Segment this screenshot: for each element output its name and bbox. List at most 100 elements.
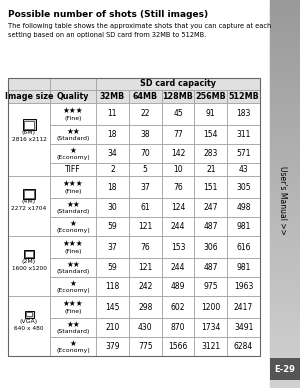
Bar	[227, 176, 260, 198]
Bar	[270, 167, 300, 168]
Text: 571: 571	[236, 149, 251, 158]
Text: 91: 91	[206, 109, 216, 118]
Bar	[270, 106, 300, 107]
Bar	[270, 134, 300, 135]
Bar	[227, 296, 260, 318]
Bar	[129, 318, 162, 337]
Bar	[270, 192, 300, 193]
Bar	[194, 163, 227, 176]
Bar	[227, 198, 260, 217]
Bar	[270, 314, 300, 315]
Text: 975: 975	[203, 282, 218, 291]
Bar	[270, 128, 300, 129]
Bar	[270, 23, 300, 24]
Bar	[270, 230, 300, 231]
Text: 306: 306	[203, 242, 218, 251]
Bar	[270, 234, 300, 235]
Bar	[270, 213, 300, 214]
Bar	[270, 9, 300, 10]
Text: (Economy): (Economy)	[56, 288, 90, 293]
Bar	[270, 343, 300, 344]
Text: 512MB: 512MB	[228, 92, 259, 101]
Text: 30: 30	[107, 203, 117, 212]
Bar	[270, 245, 300, 246]
Bar	[270, 5, 300, 6]
Bar	[270, 304, 300, 305]
Bar	[270, 90, 300, 91]
Bar	[270, 31, 300, 32]
Bar	[270, 61, 300, 62]
Bar	[270, 144, 300, 145]
Bar	[270, 77, 300, 78]
Bar	[270, 26, 300, 27]
Bar	[270, 286, 300, 287]
Text: 981: 981	[236, 222, 251, 231]
Bar	[162, 236, 194, 258]
Bar	[270, 319, 300, 320]
Bar	[270, 353, 300, 354]
Bar	[270, 186, 300, 187]
Text: (Standard): (Standard)	[56, 136, 90, 141]
Bar	[270, 339, 300, 340]
Bar	[270, 76, 300, 77]
Bar	[162, 277, 194, 296]
Bar	[270, 272, 300, 273]
Text: 244: 244	[171, 263, 185, 272]
Text: 18: 18	[108, 182, 117, 192]
Text: SD card capacity: SD card capacity	[140, 80, 216, 88]
Bar	[270, 233, 300, 234]
Bar	[270, 72, 300, 73]
Bar	[270, 160, 300, 161]
Bar	[96, 125, 129, 144]
Bar	[129, 258, 162, 277]
Text: 244: 244	[171, 222, 185, 231]
Text: Quality: Quality	[57, 92, 89, 101]
Bar	[270, 164, 300, 165]
Text: 498: 498	[236, 203, 251, 212]
Bar	[270, 204, 300, 205]
Bar	[96, 337, 129, 356]
Bar	[129, 103, 162, 125]
Bar	[270, 196, 300, 197]
Bar	[270, 79, 300, 80]
Text: (Standard): (Standard)	[56, 269, 90, 274]
Bar	[96, 198, 129, 217]
Bar	[270, 115, 300, 116]
Bar	[270, 97, 300, 98]
Text: (Standard): (Standard)	[56, 209, 90, 214]
Bar	[270, 312, 300, 313]
Bar	[227, 337, 260, 356]
Bar	[96, 258, 129, 277]
Bar	[270, 7, 300, 8]
Text: 870: 870	[171, 323, 185, 332]
Bar	[270, 263, 300, 264]
Bar	[270, 49, 300, 50]
Bar	[162, 337, 194, 356]
Bar	[270, 229, 300, 230]
Bar	[270, 74, 300, 75]
Bar	[50, 90, 96, 103]
Bar	[270, 308, 300, 309]
Text: 616: 616	[236, 242, 251, 251]
Bar	[270, 324, 300, 325]
Text: User's Manual >>: User's Manual >>	[278, 166, 287, 234]
Bar	[96, 296, 129, 318]
Bar	[270, 207, 300, 208]
Bar	[270, 356, 300, 357]
Bar	[270, 85, 300, 86]
Bar	[96, 90, 129, 103]
Bar	[270, 20, 300, 21]
Text: 489: 489	[171, 282, 185, 291]
Bar	[270, 236, 300, 237]
Bar	[270, 384, 300, 385]
Bar	[50, 337, 96, 356]
Bar	[270, 8, 300, 9]
Text: 45: 45	[173, 109, 183, 118]
Bar	[270, 135, 300, 136]
Bar	[270, 96, 300, 97]
Bar	[96, 103, 129, 125]
Bar	[270, 382, 300, 383]
Bar	[270, 13, 300, 14]
Bar	[270, 69, 300, 70]
Bar	[270, 359, 300, 360]
